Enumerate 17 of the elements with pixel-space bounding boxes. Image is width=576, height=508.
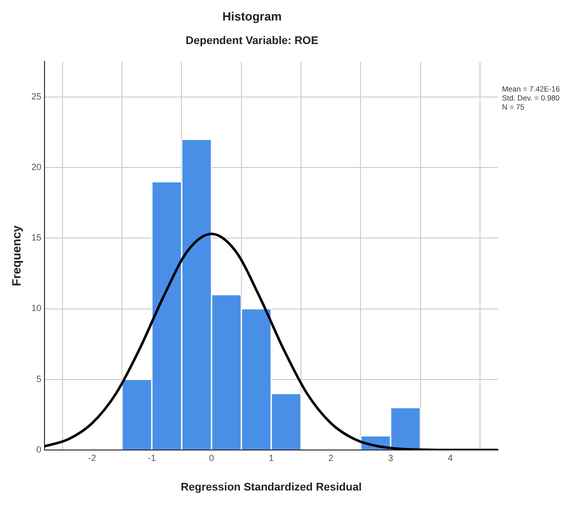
y-tick-label: 20: [31, 162, 42, 172]
chart-title: Histogram: [222, 10, 282, 24]
y-axis-title: Frequency: [10, 225, 24, 286]
y-tick-label: 5: [36, 374, 42, 384]
y-tick-label: 15: [31, 232, 42, 243]
x-tick-label: -2: [88, 452, 96, 463]
x-tick-label: -1: [148, 452, 156, 463]
chart-subtitle: Dependent Variable: ROE: [186, 35, 318, 48]
x-axis-title: Regression Standardized Residual: [180, 481, 362, 494]
y-tick-label: 25: [31, 91, 42, 102]
y-tick-label: 0: [36, 444, 42, 454]
x-tick-label: 1: [268, 452, 274, 463]
x-tick-label: 3: [388, 452, 394, 463]
x-tick-label: 0: [209, 452, 214, 463]
x-tick-label: 4: [448, 452, 453, 463]
x-tick-label: 2: [328, 452, 334, 463]
y-tick-label: 10: [31, 303, 42, 314]
